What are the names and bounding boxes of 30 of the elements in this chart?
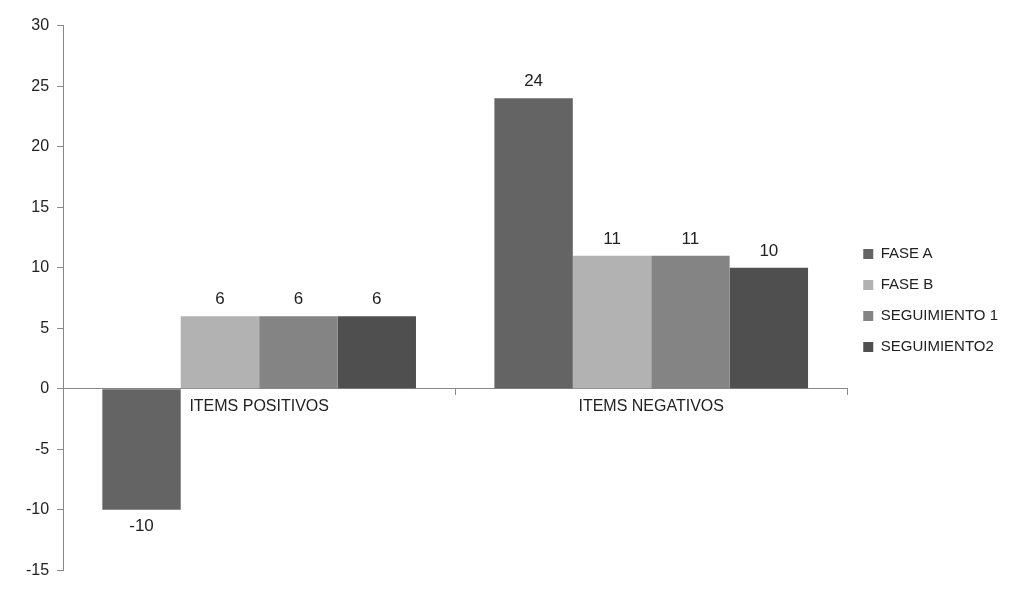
y-tick-label: 20	[31, 137, 50, 155]
bar	[180, 316, 260, 389]
y-tick-label: -15	[26, 560, 50, 578]
bar	[337, 316, 416, 389]
x-tick-label: ITEMS NEGATIVOS	[578, 396, 724, 414]
bar	[102, 389, 181, 510]
data-label: -10	[129, 516, 154, 536]
y-tick-label: 30	[31, 16, 50, 34]
data-label: 6	[293, 289, 304, 309]
y-tick-label: -10	[26, 500, 50, 518]
bar	[572, 255, 652, 389]
bar	[494, 98, 573, 389]
legend-label: FASE A	[880, 244, 933, 262]
y-tick-label: 5	[40, 318, 50, 336]
legend-label: FASE B	[880, 275, 934, 293]
bar	[729, 267, 809, 389]
data-label: 10	[759, 240, 779, 260]
data-label: 11	[603, 228, 621, 248]
x-tick-label: ITEMS POSITIVOS	[189, 396, 329, 414]
data-label: 11	[681, 228, 700, 248]
y-tick-label: 10	[31, 258, 50, 276]
legend-label: SEGUIMIENTO2	[880, 337, 994, 355]
data-label: 24	[524, 71, 544, 91]
y-tick-label: 0	[40, 379, 50, 397]
legend-label: SEGUIMIENTO 1	[880, 306, 998, 324]
y-tick-label: -5	[34, 439, 50, 457]
data-label: 6	[372, 289, 382, 309]
y-tick-label: 15	[31, 197, 50, 215]
y-tick-label: 25	[31, 76, 50, 94]
data-label: 6	[215, 289, 225, 309]
